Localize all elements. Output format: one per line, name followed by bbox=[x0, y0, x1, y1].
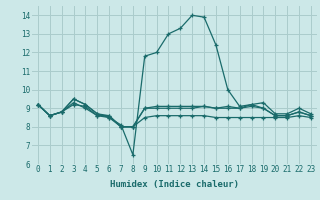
X-axis label: Humidex (Indice chaleur): Humidex (Indice chaleur) bbox=[110, 180, 239, 189]
